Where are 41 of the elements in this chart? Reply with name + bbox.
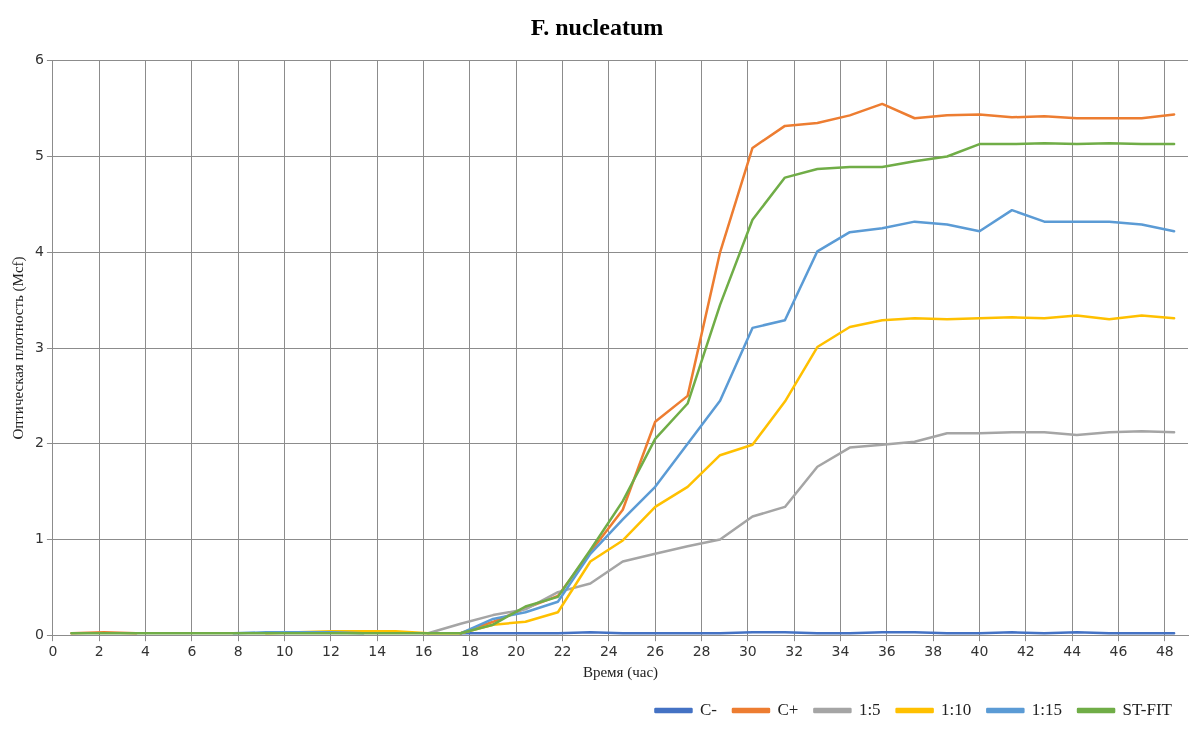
legend-label: ST-FIT: [1122, 699, 1173, 719]
x-tick-label: 30: [738, 643, 757, 660]
x-tick-label: 18: [460, 643, 479, 660]
x-tick-label: 6: [187, 643, 197, 660]
legend-label: C+: [777, 699, 799, 719]
x-tick-label: 22: [553, 643, 572, 660]
x-tick-label: 46: [1109, 643, 1128, 660]
x-tick-label: 20: [507, 643, 526, 660]
legend-label: 1:5: [858, 699, 881, 719]
x-tick-label: 38: [924, 643, 943, 660]
y-tick-label: 2: [34, 434, 44, 451]
x-tick-label: 4: [141, 643, 151, 660]
chart-title: F. nucleatum: [530, 13, 664, 40]
y-tick-label: 0: [34, 625, 44, 642]
x-tick-label: 44: [1063, 643, 1082, 660]
y-tick-label: 4: [34, 242, 44, 259]
x-tick-label: 26: [646, 643, 665, 660]
x-tick-label: 42: [1016, 643, 1035, 660]
x-tick-label: 2: [94, 643, 104, 660]
y-tick-label: 5: [34, 147, 44, 164]
legend-label: 1:10: [941, 699, 972, 719]
y-tick-label: 6: [34, 51, 44, 68]
x-tick-label: 32: [785, 643, 804, 660]
y-axis-title: Оптическая плотность (Mcf): [9, 256, 27, 440]
x-tick-label: 0: [48, 643, 58, 660]
x-tick-label: 28: [692, 643, 711, 660]
x-tick-label: 14: [368, 643, 387, 660]
x-tick-label: 12: [321, 643, 340, 660]
x-tick-label: 34: [831, 643, 850, 660]
x-tick-label: 40: [970, 643, 989, 660]
x-axis-title: Время (час): [582, 663, 659, 681]
x-tick-label: 10: [275, 643, 294, 660]
x-tick-label: 24: [599, 643, 618, 660]
x-tick-label: 36: [877, 643, 896, 660]
y-tick-label: 1: [34, 530, 44, 547]
legend-label: C-: [699, 699, 718, 719]
y-tick-label: 3: [34, 338, 44, 355]
x-tick-label: 48: [1155, 643, 1174, 660]
x-tick-label: 16: [414, 643, 433, 660]
legend-label: 1:15: [1031, 699, 1063, 719]
x-tick-label: 8: [233, 643, 243, 660]
